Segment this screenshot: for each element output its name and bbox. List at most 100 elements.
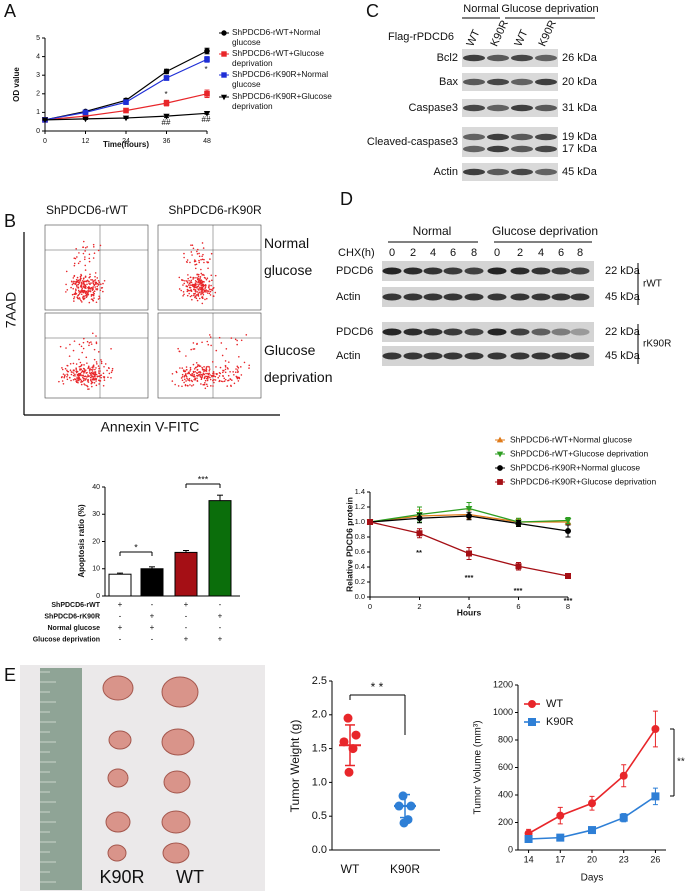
x-tick-label: 23 <box>619 854 629 864</box>
flow-event <box>207 377 209 380</box>
flow-event <box>197 277 200 280</box>
flow-event <box>206 340 209 343</box>
flow-event <box>186 288 189 291</box>
flow-event <box>216 373 218 375</box>
flow-event <box>73 300 75 302</box>
flow-event <box>209 336 212 338</box>
flow-event <box>94 377 96 380</box>
flow-event <box>84 375 87 378</box>
y-tick-label: 1.0 <box>312 776 327 788</box>
marker <box>221 30 227 36</box>
timepoint: 8 <box>577 247 583 259</box>
flow-event <box>94 279 97 281</box>
flow-event <box>197 273 200 276</box>
flow-event <box>210 344 212 347</box>
flow-event <box>66 289 69 291</box>
annotation: ## <box>202 115 211 124</box>
flow-event <box>76 280 78 283</box>
marker <box>565 528 571 534</box>
marker <box>496 451 504 458</box>
flow-event <box>199 276 202 278</box>
flow-event <box>229 378 231 380</box>
flow-event <box>95 367 97 369</box>
lane-label: K90R <box>536 18 559 48</box>
x-tick-label: 0 <box>368 602 372 611</box>
flow-event <box>193 375 195 378</box>
flow-event <box>195 276 197 279</box>
flow-event <box>87 378 89 381</box>
flow-event <box>189 276 192 279</box>
size-label: 17 kDa <box>562 143 598 155</box>
flow-event <box>88 344 90 347</box>
condition-sign: + <box>184 635 189 644</box>
flow-event <box>93 375 96 378</box>
flow-event <box>248 367 250 369</box>
flow-event <box>237 380 240 382</box>
marker <box>163 113 170 120</box>
flow-event <box>224 364 227 367</box>
y-tick-label: 0.6 <box>355 547 365 556</box>
flow-event <box>100 376 102 379</box>
flow-event <box>110 371 113 374</box>
row-label: Actin <box>434 166 458 178</box>
flow-event <box>181 385 183 388</box>
annotation: * * <box>371 680 384 694</box>
flow-event <box>80 285 83 288</box>
condition-sign: + <box>184 600 189 609</box>
flow-event <box>82 282 85 285</box>
x-axis-label: Days <box>581 873 604 884</box>
flow-event <box>72 277 75 279</box>
flow-event <box>88 276 91 279</box>
flow-event <box>62 373 65 375</box>
flow-event <box>215 366 217 368</box>
row-label: Bcl2 <box>437 52 458 64</box>
flow-event <box>95 378 98 381</box>
flow-event <box>86 283 88 286</box>
flow-event <box>245 334 248 336</box>
flow-event <box>184 279 186 282</box>
flow-event <box>74 373 76 376</box>
flow-event <box>207 267 209 270</box>
flow-event <box>80 274 83 277</box>
flow-event <box>66 364 69 367</box>
flow-event <box>84 280 87 283</box>
panel-label: A <box>4 1 16 21</box>
flow-event <box>73 275 76 278</box>
flow-event <box>78 291 80 293</box>
flow-event <box>182 284 184 286</box>
flow-event <box>196 287 198 289</box>
size-label: 20 kDa <box>562 76 598 88</box>
flow-event <box>198 373 201 376</box>
flow-event <box>201 255 203 258</box>
size-label: 45 kDa <box>562 166 598 178</box>
blot-band <box>443 352 463 360</box>
flow-event <box>94 371 97 373</box>
flow-event <box>214 291 217 294</box>
blot-band <box>403 352 423 360</box>
size-label: 45 kDa <box>605 350 641 362</box>
flow-event <box>189 384 191 386</box>
flow-event <box>193 286 195 289</box>
flow-event <box>226 385 229 387</box>
flow-event <box>219 366 222 369</box>
panel-label: C <box>366 1 379 21</box>
flow-event <box>205 372 207 375</box>
flow-event <box>191 374 193 376</box>
flow-event <box>90 341 92 343</box>
flow-event <box>206 277 209 280</box>
flow-event <box>74 291 77 293</box>
flow-event <box>222 380 224 383</box>
flow-event <box>196 248 199 251</box>
flow-event <box>177 385 180 387</box>
legend-label: WT <box>546 698 563 710</box>
blot-band <box>535 133 557 141</box>
flow-event <box>236 369 239 371</box>
flow-event <box>193 259 196 261</box>
flow-event <box>81 291 83 293</box>
x-tick-label: 17 <box>555 854 565 864</box>
flow-event <box>88 368 91 371</box>
flow-event <box>205 284 207 287</box>
flow-event <box>189 286 192 289</box>
flow-event <box>200 293 202 296</box>
flow-event <box>75 289 77 292</box>
